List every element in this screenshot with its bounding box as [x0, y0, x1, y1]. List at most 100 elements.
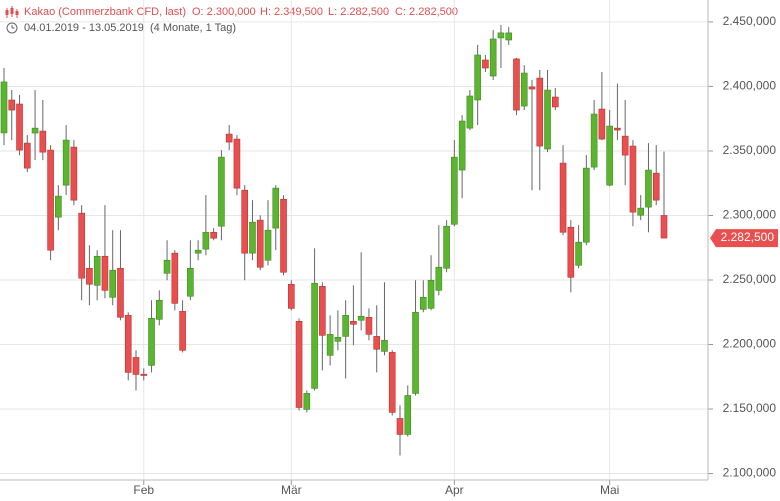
candle-body: [311, 282, 318, 389]
candle-body: [202, 231, 210, 250]
candle-body: [280, 198, 287, 273]
candle-body: [621, 135, 629, 156]
candle-body: [652, 172, 660, 201]
y-tick-label: 2.400,000: [723, 79, 777, 93]
candle-body: [614, 127, 621, 131]
candle-body: [163, 259, 171, 274]
y-tick-label: 2.300,000: [723, 208, 777, 222]
candle-body: [86, 267, 93, 285]
y-tick-label: 2.350,000: [723, 143, 777, 157]
candle-body: [435, 266, 443, 291]
period: (4 Monate, 1 Tag): [150, 22, 236, 34]
x-tick-label: Mai: [600, 483, 619, 497]
candle-body: [303, 393, 311, 410]
candle-body: [171, 252, 179, 304]
candle-body: [93, 255, 101, 286]
x-tick-label: Feb: [133, 483, 154, 497]
candle-body: [179, 311, 186, 351]
candle-body: [256, 219, 264, 268]
candle-body: [474, 54, 481, 101]
candle-body: [451, 156, 458, 225]
candle-body: [342, 315, 349, 337]
summary-open: O: 2.300,000: [192, 6, 256, 18]
candle-body: [264, 229, 272, 261]
y-tick-label: 2.450,000: [723, 14, 777, 28]
candle-body: [272, 187, 280, 229]
last-price-tag: [710, 229, 778, 248]
candle-body: [210, 231, 217, 239]
candle-body: [482, 59, 489, 69]
candle-body: [31, 127, 39, 134]
candle-body: [598, 108, 606, 140]
x-tick-label: Mär: [281, 483, 302, 497]
candle-body: [62, 139, 70, 186]
candle-body: [326, 334, 334, 356]
candle-body: [39, 130, 47, 153]
last-price-label: 2.282,500: [721, 230, 775, 244]
chart-title: Kakao (Commerzbank CFD, last): [24, 6, 186, 18]
date-range: 04.01.2019 - 13.05.2019: [24, 22, 144, 34]
candle-body: [350, 320, 357, 325]
candle-body: [443, 225, 450, 269]
candle-body: [225, 133, 233, 143]
header-icons: [5, 6, 19, 34]
candle-body: [319, 286, 326, 336]
candle-body: [404, 395, 412, 435]
candle-body: [287, 283, 295, 309]
candle-body: [412, 311, 419, 394]
candle-body: [458, 120, 466, 171]
candle-body: [396, 418, 404, 435]
candle-body: [249, 221, 256, 254]
candle-body: [536, 77, 544, 147]
candle-body: [520, 72, 528, 107]
candle-body: [419, 296, 427, 310]
candle-body: [47, 149, 54, 251]
summary-close: C: 2.282,500: [395, 6, 458, 18]
candle-body: [295, 320, 303, 408]
candle-body: [575, 241, 582, 266]
candle-body: [466, 95, 474, 129]
y-tick-label: 2.250,000: [723, 272, 777, 286]
candle-body: [583, 167, 590, 243]
candle-body: [606, 125, 613, 186]
candle-body: [148, 318, 155, 366]
candle-body: [388, 352, 396, 413]
candle-body: [551, 96, 559, 108]
candle-body: [497, 32, 505, 39]
y-tick-label: 2.150,000: [723, 401, 777, 415]
x-tick-label: Apr: [445, 483, 464, 497]
candle-body: [567, 226, 575, 278]
candle-body: [528, 86, 536, 90]
candle-body: [132, 357, 140, 375]
candle-body: [489, 38, 497, 77]
candle-body: [70, 146, 78, 201]
candle-body: [155, 299, 163, 320]
candle-body: [55, 195, 62, 218]
y-tick-label: 2.200,000: [723, 337, 777, 351]
candle-body: [23, 142, 31, 169]
candle-body: [365, 316, 373, 335]
candle-body: [218, 156, 225, 227]
candle-body: [124, 315, 132, 373]
candle-body: [78, 212, 85, 279]
candle-body: [559, 162, 567, 233]
candle-body: [16, 103, 23, 151]
candle-body: [140, 373, 148, 376]
candle-body: [590, 113, 598, 168]
candle-body: [505, 32, 513, 41]
candle-body: [381, 339, 388, 352]
candle-body: [0, 81, 8, 134]
y-tick-label: 2.100,000: [723, 466, 777, 480]
candle-body: [233, 138, 241, 189]
candle-body: [334, 336, 342, 342]
candle-body: [373, 336, 381, 350]
candle-body: [187, 267, 194, 297]
candle-body: [637, 207, 645, 216]
candle-body: [8, 99, 16, 111]
candle-body: [513, 58, 520, 111]
candle-body: [109, 269, 117, 298]
candle-body: [645, 169, 652, 208]
candle-body: [357, 315, 365, 321]
candle-body: [427, 279, 435, 309]
